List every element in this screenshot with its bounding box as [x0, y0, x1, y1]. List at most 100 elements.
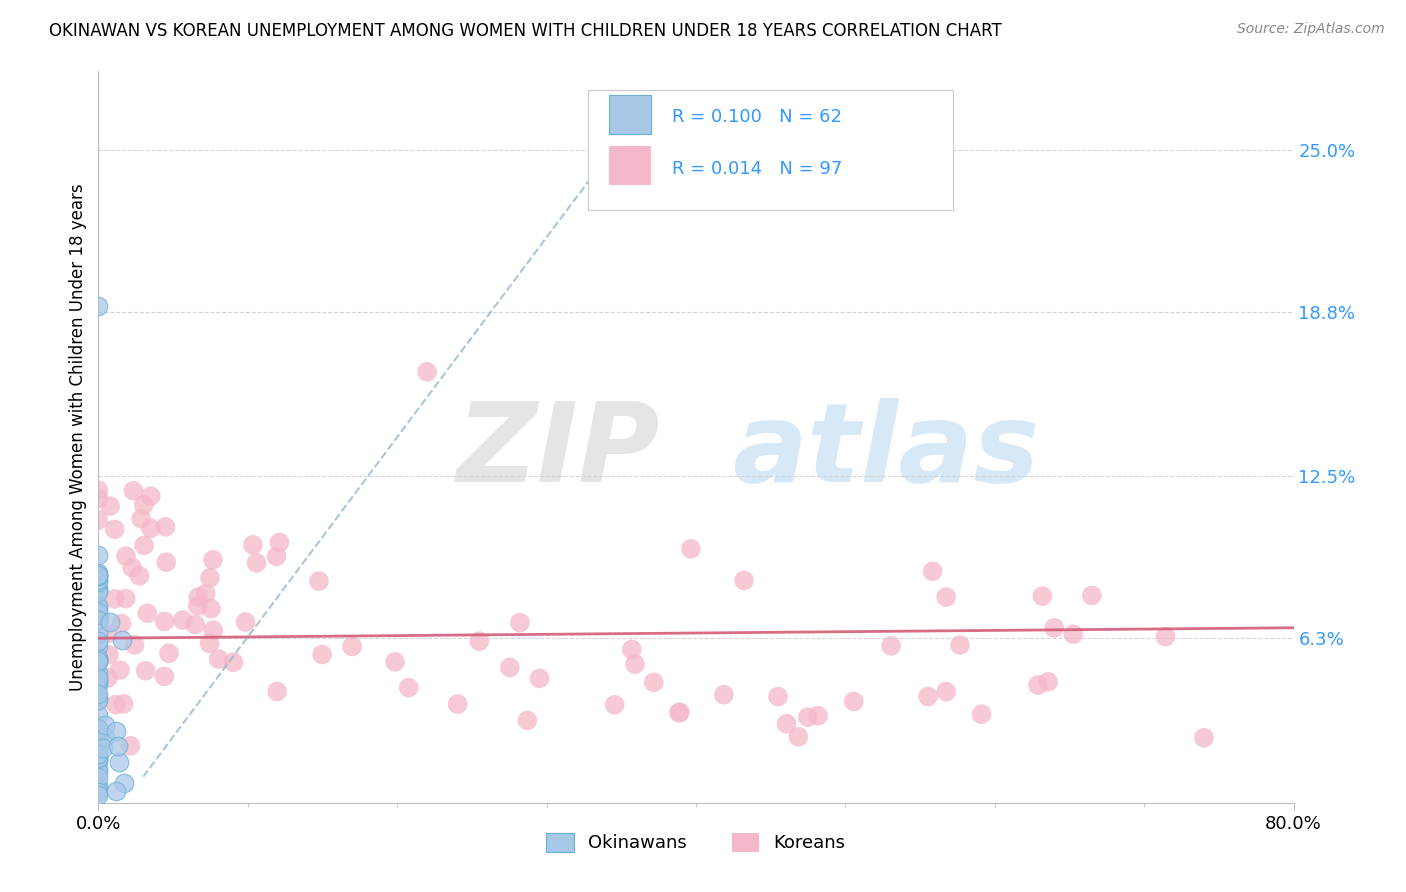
Point	[1026, 678, 1049, 692]
Point	[198, 636, 221, 650]
Point	[87, 761, 110, 775]
Point	[603, 698, 626, 712]
Point	[713, 688, 735, 702]
Point	[245, 556, 267, 570]
Point	[122, 483, 145, 498]
Point	[87, 656, 110, 670]
Point	[842, 694, 865, 708]
Point	[104, 698, 127, 712]
Point	[1081, 588, 1104, 602]
Text: Source: ZipAtlas.com: Source: ZipAtlas.com	[1237, 22, 1385, 37]
Point	[87, 626, 110, 640]
Point	[104, 784, 127, 798]
Point	[87, 733, 110, 747]
Point	[184, 617, 207, 632]
Point	[87, 771, 110, 785]
Point	[87, 634, 110, 648]
Point	[114, 591, 136, 606]
Point	[187, 599, 209, 613]
Point	[87, 750, 110, 764]
Point	[97, 626, 120, 640]
Point	[87, 599, 110, 614]
Point	[87, 782, 110, 797]
Point	[97, 648, 120, 662]
Point	[775, 716, 797, 731]
Point	[87, 690, 110, 705]
Point	[111, 632, 134, 647]
Point	[198, 571, 221, 585]
Point	[120, 739, 142, 753]
Point	[797, 710, 820, 724]
Point	[1031, 589, 1053, 603]
Point	[110, 616, 132, 631]
Point	[446, 697, 468, 711]
Point	[398, 681, 420, 695]
Point	[87, 300, 110, 314]
Point	[202, 624, 225, 638]
Point	[104, 591, 127, 606]
Point	[807, 708, 830, 723]
Point	[384, 655, 406, 669]
Point	[124, 638, 146, 652]
Legend: Okinawans, Koreans: Okinawans, Koreans	[540, 826, 852, 860]
Point	[655, 182, 678, 196]
Point	[98, 615, 121, 629]
Point	[87, 750, 110, 764]
Point	[880, 639, 903, 653]
Point	[87, 673, 110, 688]
Point	[269, 535, 291, 549]
Point	[94, 718, 117, 732]
Point	[208, 652, 231, 666]
Point	[87, 675, 110, 690]
Point	[108, 756, 131, 770]
Point	[620, 642, 643, 657]
Point	[98, 499, 121, 513]
Text: OKINAWAN VS KOREAN UNEMPLOYMENT AMONG WOMEN WITH CHILDREN UNDER 18 YEARS CORRELA: OKINAWAN VS KOREAN UNEMPLOYMENT AMONG WO…	[49, 22, 1002, 40]
Point	[87, 721, 110, 735]
Point	[87, 747, 110, 761]
Point	[87, 566, 110, 580]
Point	[87, 582, 110, 596]
Point	[104, 724, 127, 739]
Text: ZIP: ZIP	[457, 398, 661, 505]
FancyBboxPatch shape	[609, 95, 651, 134]
Point	[87, 673, 110, 687]
Point	[115, 549, 138, 563]
Point	[172, 613, 194, 627]
Point	[87, 567, 110, 582]
Point	[87, 666, 110, 681]
Point	[200, 601, 222, 615]
Point	[87, 678, 110, 692]
Point	[668, 706, 690, 720]
Point	[235, 615, 257, 629]
Point	[87, 692, 110, 706]
Point	[201, 553, 224, 567]
Point	[129, 511, 152, 525]
Point	[1062, 627, 1084, 641]
Point	[468, 634, 491, 648]
Point	[766, 690, 789, 704]
Point	[516, 714, 538, 728]
Point	[1043, 621, 1066, 635]
Point	[87, 687, 110, 701]
Point	[949, 638, 972, 652]
Point	[87, 610, 110, 624]
Point	[107, 739, 129, 753]
FancyBboxPatch shape	[609, 146, 651, 185]
FancyBboxPatch shape	[589, 90, 953, 211]
Point	[87, 671, 110, 685]
Point	[416, 365, 439, 379]
Point	[108, 663, 131, 677]
Point	[139, 521, 162, 535]
Point	[87, 751, 110, 765]
Point	[529, 672, 551, 686]
Point	[87, 785, 110, 799]
Point	[340, 640, 363, 654]
Point	[87, 599, 110, 614]
Point	[87, 725, 110, 739]
Point	[87, 725, 110, 739]
Text: atlas: atlas	[733, 398, 1039, 505]
Point	[87, 585, 110, 599]
Point	[112, 697, 135, 711]
Point	[643, 675, 665, 690]
